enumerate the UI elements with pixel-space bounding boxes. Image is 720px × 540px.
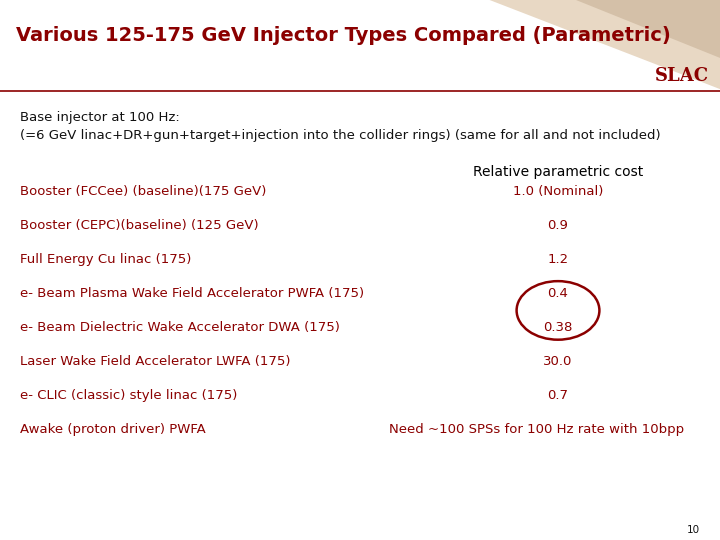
- Text: Full Energy Cu linac (175): Full Energy Cu linac (175): [20, 253, 192, 266]
- Text: 30.0: 30.0: [544, 355, 572, 368]
- Text: 10: 10: [687, 525, 700, 535]
- Text: Booster (CEPC)(baseline) (125 GeV): Booster (CEPC)(baseline) (125 GeV): [20, 219, 258, 232]
- Text: Need ~100 SPSs for 100 Hz rate with 10bpp: Need ~100 SPSs for 100 Hz rate with 10bp…: [389, 423, 684, 436]
- Polygon shape: [490, 0, 720, 89]
- Text: Various 125-175 GeV Injector Types Compared (Parametric): Various 125-175 GeV Injector Types Compa…: [16, 26, 670, 45]
- Text: e- CLIC (classic) style linac (175): e- CLIC (classic) style linac (175): [20, 389, 238, 402]
- Text: (=6 GeV linac+DR+gun+target+injection into the collider rings) (same for all and: (=6 GeV linac+DR+gun+target+injection in…: [20, 130, 661, 143]
- Text: Relative parametric cost: Relative parametric cost: [473, 165, 643, 179]
- Polygon shape: [576, 0, 720, 58]
- Text: Laser Wake Field Accelerator LWFA (175): Laser Wake Field Accelerator LWFA (175): [20, 355, 291, 368]
- Text: 0.7: 0.7: [547, 389, 569, 402]
- Text: SLAC: SLAC: [655, 66, 709, 85]
- Text: Booster (FCCee) (baseline)(175 GeV): Booster (FCCee) (baseline)(175 GeV): [20, 185, 266, 198]
- Text: 0.38: 0.38: [544, 321, 572, 334]
- Text: e- Beam Dielectric Wake Accelerator DWA (175): e- Beam Dielectric Wake Accelerator DWA …: [20, 321, 340, 334]
- Text: 1.2: 1.2: [547, 253, 569, 266]
- Text: 0.9: 0.9: [548, 219, 568, 232]
- Text: Base injector at 100 Hz:: Base injector at 100 Hz:: [20, 111, 180, 124]
- Text: 1.0 (Nominal): 1.0 (Nominal): [513, 185, 603, 198]
- Text: 0.4: 0.4: [548, 287, 568, 300]
- Text: e- Beam Plasma Wake Field Accelerator PWFA (175): e- Beam Plasma Wake Field Accelerator PW…: [20, 287, 364, 300]
- Text: Awake (proton driver) PWFA: Awake (proton driver) PWFA: [20, 423, 206, 436]
